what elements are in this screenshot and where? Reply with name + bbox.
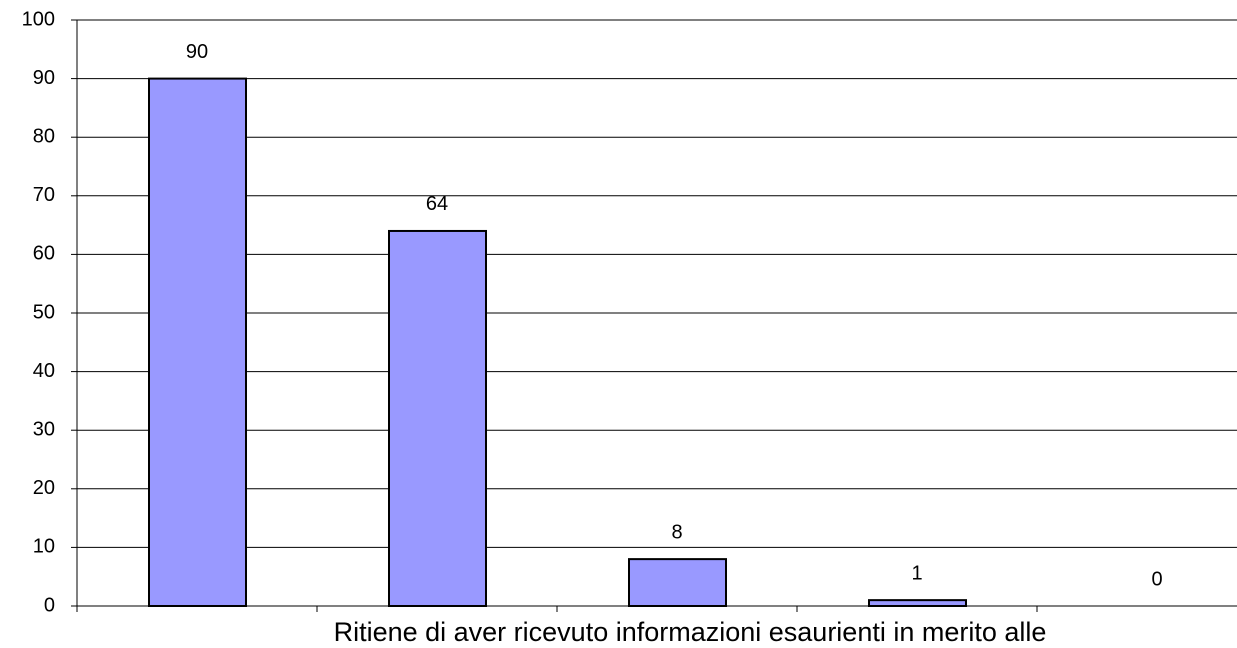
x-axis-label: Ritiene di aver ricevuto informazioni es… <box>334 617 1047 647</box>
y-tick-label: 10 <box>33 536 55 558</box>
y-tick-label: 60 <box>33 243 55 265</box>
y-tick-label: 100 <box>22 8 55 30</box>
y-tick-label: 50 <box>33 301 55 323</box>
y-tick-label: 40 <box>33 360 55 382</box>
data-label: 8 <box>671 521 682 543</box>
y-tick-label: 90 <box>33 67 55 89</box>
y-tick-label: 80 <box>33 125 55 147</box>
data-label: 90 <box>186 41 208 63</box>
bar <box>388 229 487 608</box>
bar <box>628 558 727 607</box>
data-label: 64 <box>426 193 448 215</box>
bar <box>868 599 967 608</box>
bar <box>148 77 247 608</box>
y-tick-label: 30 <box>33 418 55 440</box>
y-tick-label: 70 <box>33 184 55 206</box>
y-tick-label: 0 <box>44 594 55 616</box>
y-tick-label: 20 <box>33 477 55 499</box>
data-label: 1 <box>911 562 922 584</box>
data-label: 0 <box>1151 568 1162 590</box>
